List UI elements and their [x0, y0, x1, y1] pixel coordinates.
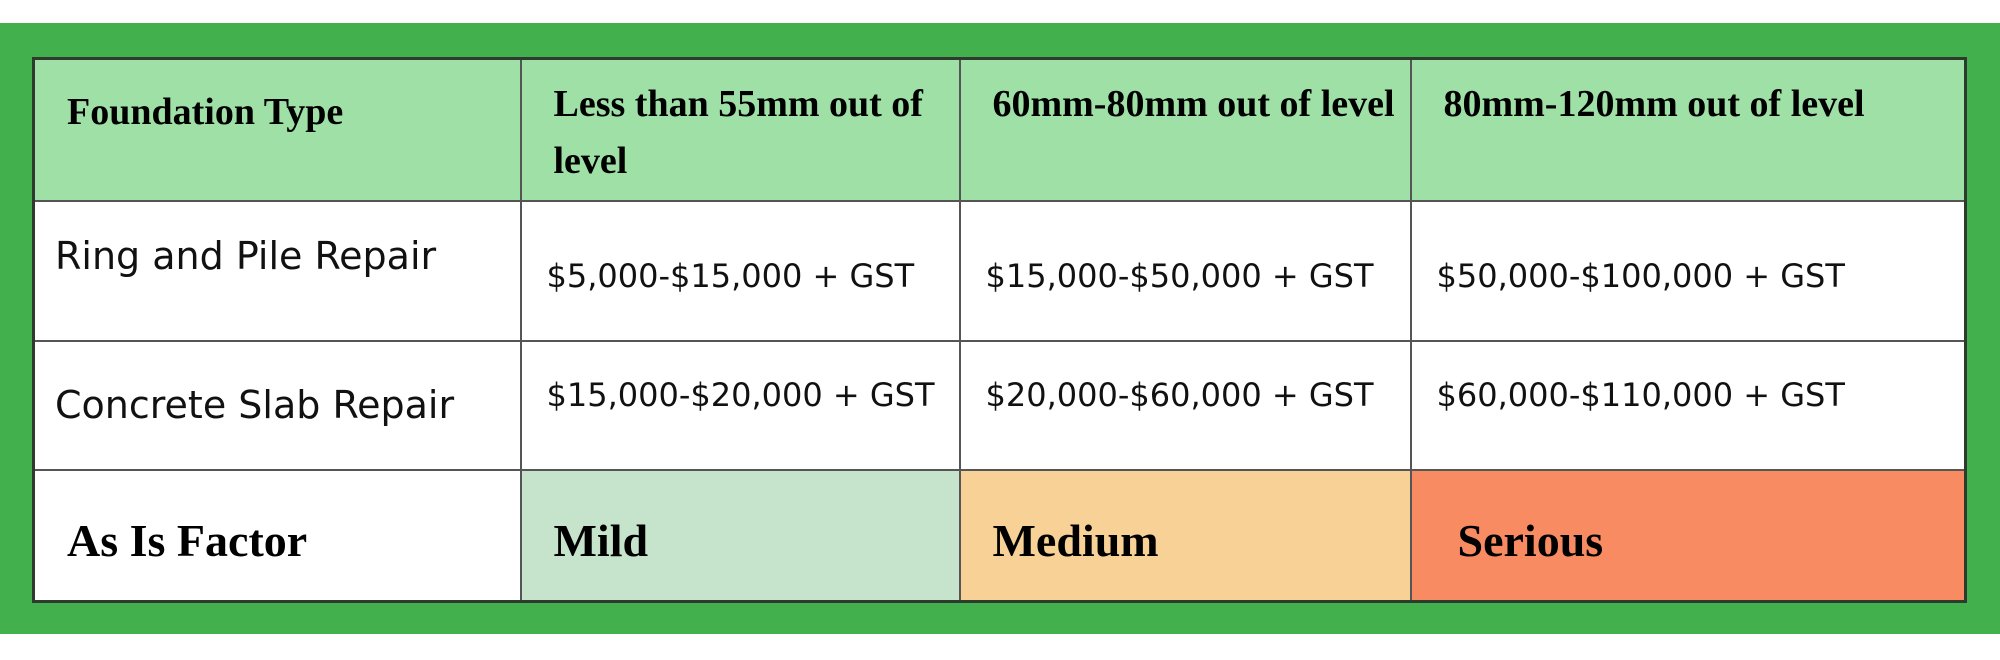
- cost-cell: $15,000-$50,000 + GST: [958, 199, 1412, 342]
- header-80-120mm: 80mm-120mm out of level: [1409, 57, 1967, 202]
- table-row: Concrete Slab Repair $15,000-$20,000 + G…: [32, 339, 1967, 471]
- cost-cell: $60,000-$110,000 + GST: [1409, 339, 1967, 471]
- cost-cell: $5,000-$15,000 + GST: [519, 199, 961, 342]
- factor-mild: Mild: [519, 468, 961, 603]
- factor-serious: Serious: [1409, 468, 1967, 603]
- table-row: Ring and Pile Repair $5,000-$15,000 + GS…: [32, 199, 1967, 342]
- cost-cell: $15,000-$20,000 + GST: [519, 339, 961, 471]
- cost-cell: $20,000-$60,000 + GST: [958, 339, 1412, 471]
- header-foundation-type: Foundation Type: [32, 57, 522, 202]
- row-label: Ring and Pile Repair: [32, 199, 522, 342]
- row-label: Concrete Slab Repair: [32, 339, 522, 471]
- as-is-factor-row: As Is Factor Mild Medium Serious: [32, 468, 1967, 603]
- factor-medium: Medium: [958, 468, 1412, 603]
- factor-label: As Is Factor: [32, 468, 522, 603]
- header-row: Foundation Type Less than 55mm out of le…: [32, 57, 1967, 202]
- header-less-than-55mm: Less than 55mm out of level: [519, 57, 961, 202]
- cost-cell: $50,000-$100,000 + GST: [1409, 199, 1967, 342]
- header-60-80mm: 60mm-80mm out of level: [958, 57, 1412, 202]
- foundation-repair-cost-table: Foundation Type Less than 55mm out of le…: [32, 57, 1967, 603]
